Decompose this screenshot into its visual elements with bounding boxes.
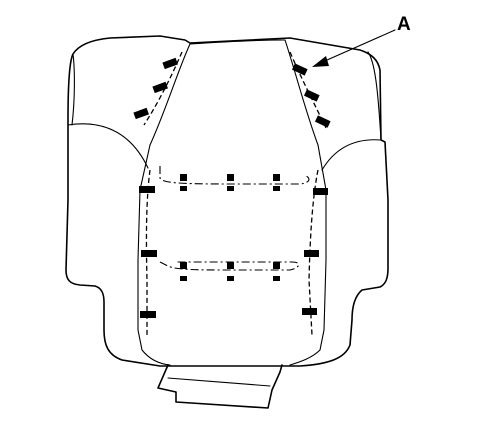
clip [227,186,234,191]
left-bolster-curve [67,123,149,169]
clip [313,188,328,195]
clip [227,174,234,181]
clip [314,115,331,128]
clip [152,81,168,94]
clip [273,186,280,191]
clips-upper-cross [180,174,280,191]
callout-arrowhead [312,56,329,67]
right-upper-edge [367,51,382,141]
clip [139,186,155,193]
callout-leader-line [317,29,396,65]
clip [273,174,280,181]
clip [162,57,178,70]
clip [273,276,280,281]
right-bolster-curve [321,139,382,171]
clip [302,308,317,315]
clip [227,262,234,269]
right-lower-channel [308,169,319,336]
clip [273,262,280,269]
clips-right-lower [302,188,328,315]
callout-a: A [312,14,411,67]
clip [227,276,234,281]
upper-cross-channel [159,166,310,185]
lower-cross-channel [159,261,300,271]
left-lower-channel [145,169,151,335]
clip [180,174,187,181]
bottom-flap [157,364,283,409]
clips-left-lower [139,186,157,318]
clip [180,276,187,281]
clip [180,186,187,191]
left-upper-seam [71,53,75,126]
clip [303,89,320,102]
clips-left-upper [133,57,178,120]
clip [133,107,149,120]
center-panel-outline [137,43,191,366]
left-upper-channel [143,51,183,126]
clip [141,250,157,257]
top-seam [189,39,286,45]
callout-label: A [397,14,411,35]
clips-lower-cross [180,262,280,281]
clip [180,262,187,269]
bottom-flap-crease [167,377,271,387]
clips-right-upper [291,63,331,128]
clip [140,311,156,318]
clip [304,250,319,257]
center-panel-outline-right [284,39,327,366]
seat-cover-outline [65,35,389,367]
clip [291,63,308,76]
